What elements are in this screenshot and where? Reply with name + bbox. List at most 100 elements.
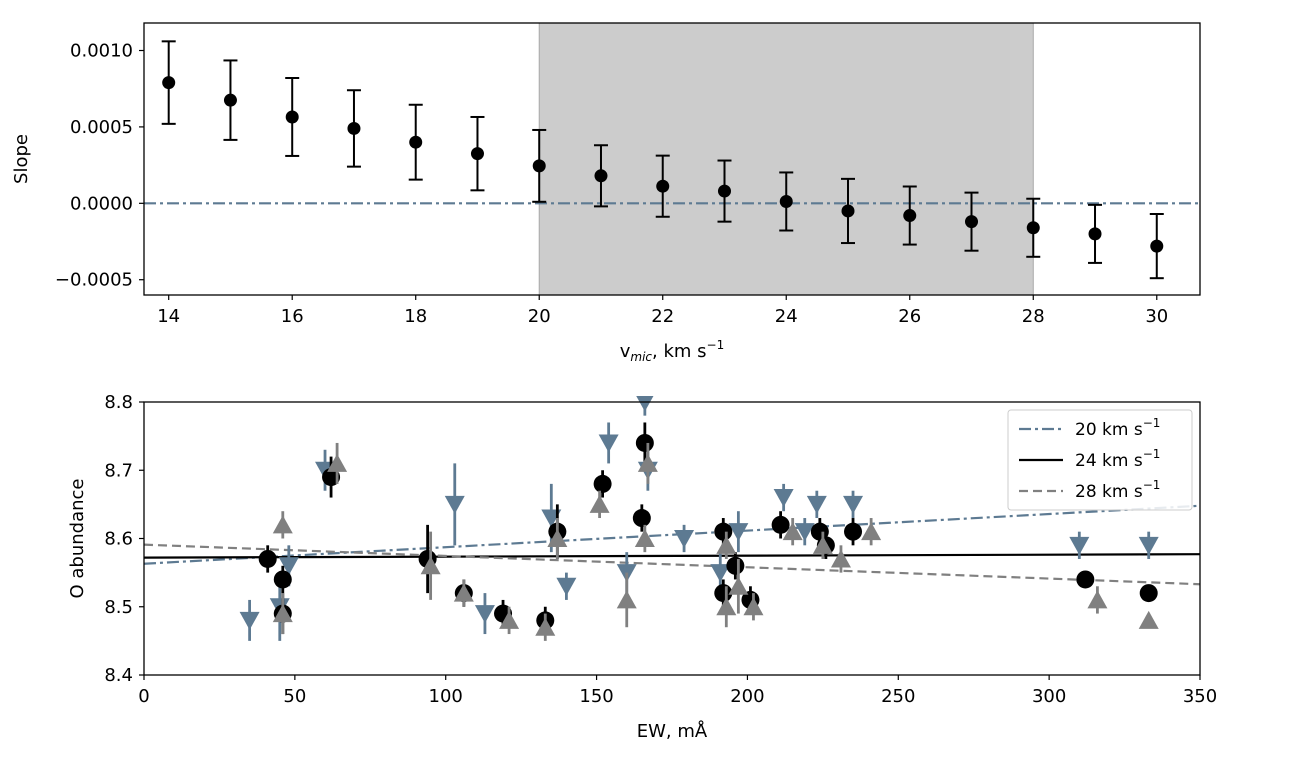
slope-marker: [1150, 239, 1164, 253]
abundance-marker-down: [773, 489, 794, 508]
abundance-point: [728, 511, 749, 553]
abundance-point: [547, 518, 568, 559]
abundance-marker-down: [710, 564, 731, 583]
y-tick-label: 0.0010: [70, 41, 133, 62]
fit-line: [144, 504, 1200, 565]
abundance-marker-up: [743, 597, 764, 616]
top-y-axis-label: Slope: [11, 134, 32, 184]
abundance-marker-circle: [322, 468, 341, 487]
abundance-marker-up: [861, 522, 882, 541]
abundance-marker-circle: [593, 474, 612, 493]
abundance-marker-up: [716, 597, 737, 616]
x-tick-label: 16: [281, 306, 304, 327]
abundance-marker-down: [444, 495, 465, 514]
x-tick-label: 28: [1022, 306, 1045, 327]
legend-label: 20 km s−1: [1075, 416, 1160, 440]
slope-marker: [779, 194, 793, 208]
top-axes-frame: [143, 22, 1201, 296]
top-y-ticks: −0.0005 0.0000 0.0005 0.0010: [55, 41, 144, 291]
y-tick-label: −0.0005: [55, 270, 133, 291]
x-tick-label: 350: [1183, 686, 1217, 707]
abundance-point: [782, 518, 803, 546]
abundance-point: [1138, 610, 1159, 629]
abundance-point: [258, 545, 277, 573]
x-tick-label: 26: [898, 306, 921, 327]
slope-marker: [532, 159, 546, 173]
abundance-marker-up: [812, 535, 833, 554]
abundance-point: [327, 442, 348, 484]
legend-entry: 20 km s−1: [1019, 416, 1160, 440]
shaded-region: [538, 22, 1034, 296]
abundance-marker-down: [556, 577, 577, 596]
abundance-marker-circle: [714, 522, 733, 541]
slope-marker: [409, 135, 423, 149]
abundance-point: [1076, 570, 1095, 589]
abundance-marker-up: [420, 556, 441, 575]
abundance-marker-down: [794, 523, 815, 542]
bottom-data-marks: [239, 396, 1159, 641]
abundance-point: [598, 422, 619, 464]
abundance-point: [239, 599, 260, 641]
abundance-point: [634, 524, 655, 553]
x-tick-label: 100: [429, 686, 463, 707]
abundance-point: [637, 442, 658, 484]
abundance-point: [535, 613, 556, 641]
abundance-point: [812, 531, 833, 559]
bottom-y-ticks: 8.4 8.5 8.6 8.7 8.8: [104, 392, 144, 686]
x-tick-label: 300: [1032, 686, 1066, 707]
fit-lines: [144, 504, 1200, 586]
slope-point: [655, 154, 670, 218]
abundance-marker-up: [728, 576, 749, 595]
x-tick-label: 150: [579, 686, 613, 707]
abundance-point: [806, 490, 827, 519]
slope-point: [1088, 203, 1103, 264]
slope-point: [470, 115, 485, 192]
abundance-marker-up: [547, 529, 568, 547]
legend-label: 28 km s−1: [1075, 478, 1160, 502]
series-group: [239, 396, 1159, 641]
abundance-point: [728, 558, 749, 614]
abundance-point: [1069, 531, 1090, 559]
legend: 20 km s−1 24 km s−1 28 km s−1: [1007, 409, 1193, 511]
slope-marker: [656, 179, 670, 193]
series-group: [272, 442, 1159, 641]
abundance-marker-up: [1138, 610, 1159, 629]
abundance-point: [593, 470, 612, 498]
x-tick-label: 22: [651, 306, 674, 327]
top-x-ticks: 14 16 18 20 22 24 26 28 30: [157, 295, 1168, 327]
abundance-marker-down: [843, 495, 864, 514]
slope-point: [841, 177, 855, 245]
abundance-marker-circle: [635, 433, 654, 452]
slope-marker: [1026, 221, 1040, 235]
slope-point: [779, 171, 794, 232]
x-tick-label: 24: [775, 306, 798, 327]
fit-line: [144, 543, 1200, 586]
slope-point: [285, 77, 300, 157]
abundance-marker-circle: [632, 509, 651, 528]
legend-box: [1007, 409, 1193, 511]
abundance-marker-up: [616, 590, 637, 609]
abundance-marker-circle: [1076, 570, 1095, 589]
abundance-point: [714, 579, 733, 607]
abundance-point: [272, 593, 293, 635]
top-panel: 14 16 18 20 22 24 26 28 30 −0.0005 0.0000 0.0005 0.…: [11, 22, 1201, 364]
abundance-marker-circle: [771, 515, 790, 534]
y-tick-label: 8.7: [104, 460, 133, 481]
x-tick-label: 20: [528, 306, 551, 327]
abundance-marker-up: [716, 535, 737, 554]
abundance-marker-circle: [844, 522, 863, 541]
abundance-marker-up: [830, 549, 851, 568]
slope-marker: [1088, 227, 1102, 241]
abundance-point: [1138, 531, 1159, 559]
abundance-marker-down: [728, 523, 749, 542]
slope-marker: [162, 76, 176, 90]
abundance-point: [499, 606, 520, 635]
abundance-point: [843, 490, 864, 519]
abundance-point: [716, 586, 737, 628]
abundance-point: [556, 572, 577, 600]
abundance-point: [716, 531, 737, 559]
abundance-point: [444, 463, 465, 546]
y-tick-label: 8.6: [104, 529, 133, 550]
slope-point: [1149, 213, 1164, 280]
slope-point: [593, 144, 608, 208]
